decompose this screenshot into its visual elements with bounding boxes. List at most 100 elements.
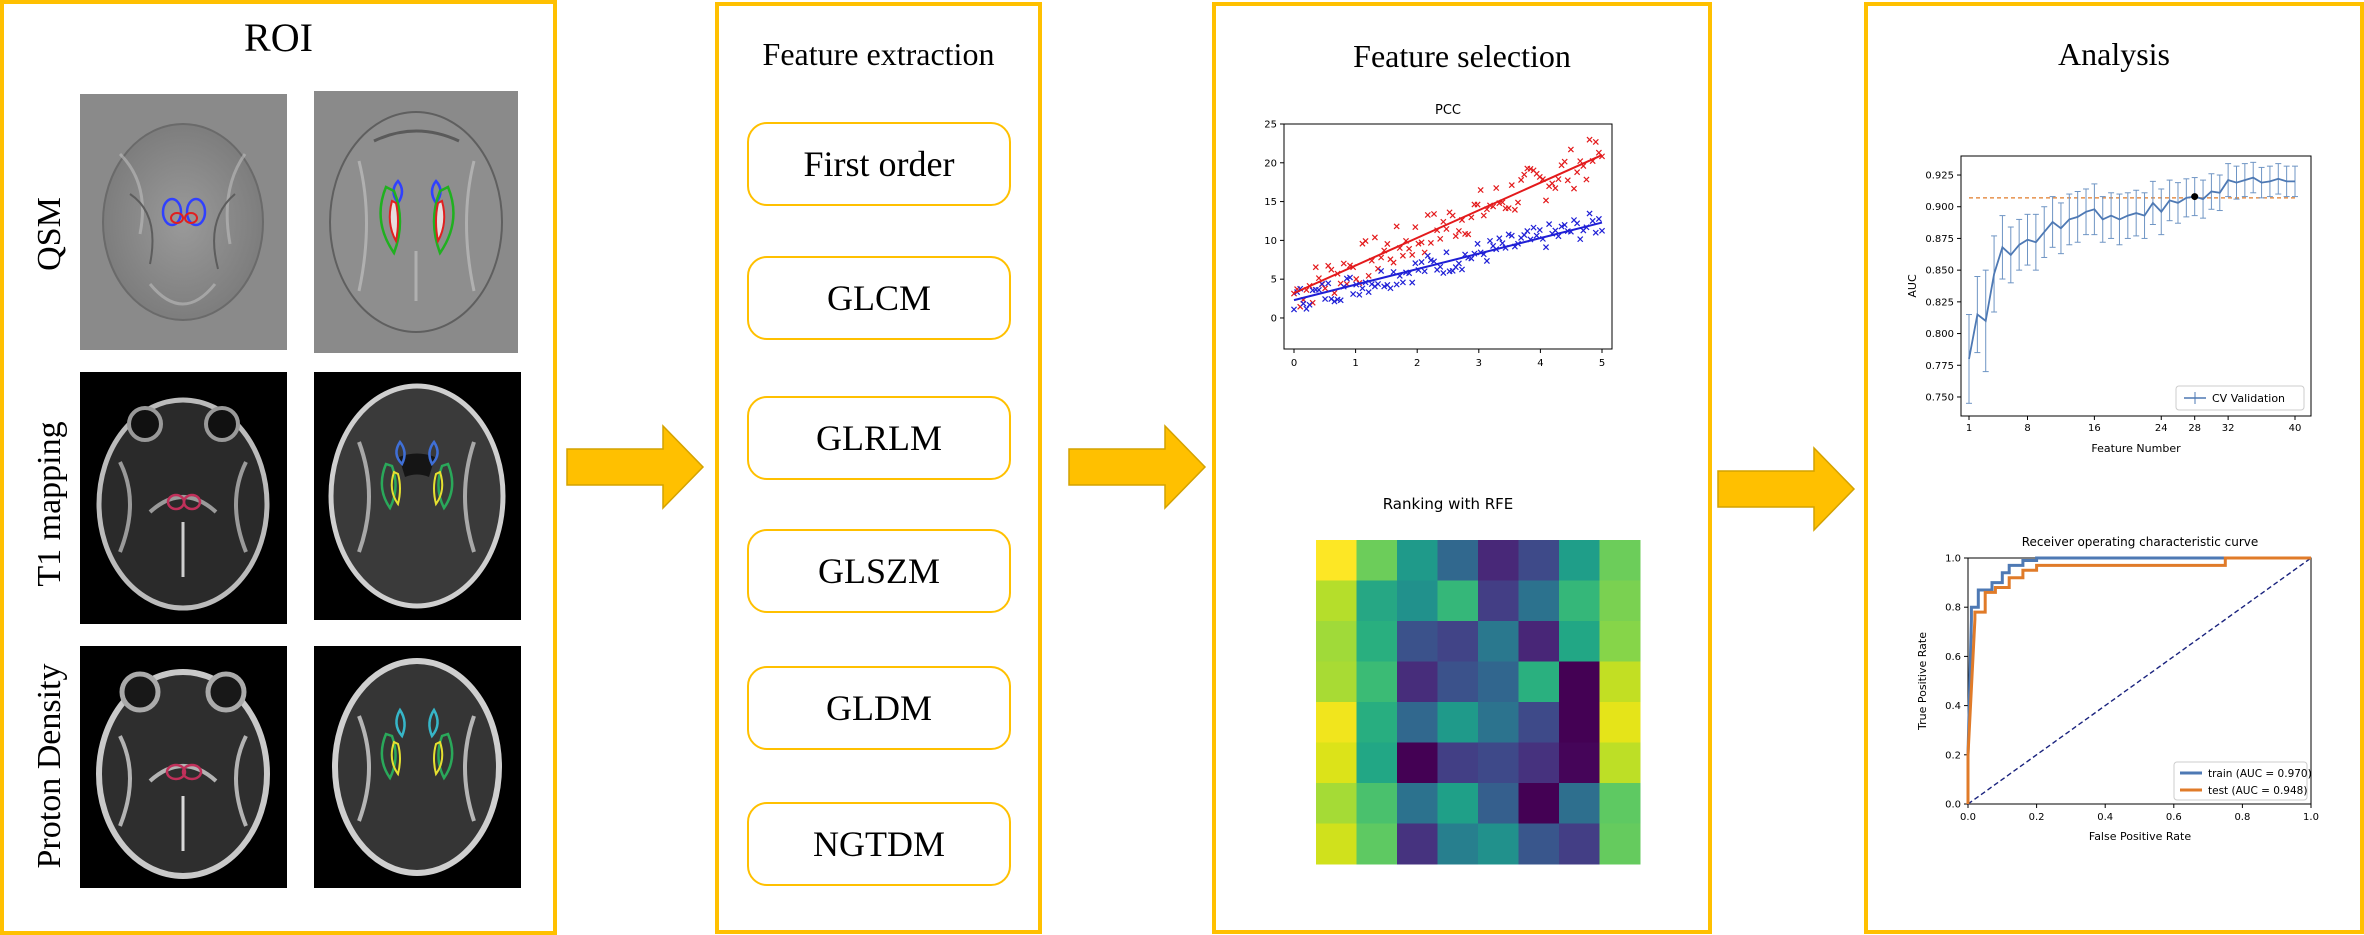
pcc-point xyxy=(1465,231,1472,238)
rfe-cell xyxy=(1478,823,1519,865)
roc-ytick-label: 0.8 xyxy=(1945,603,1961,614)
rfe-cell xyxy=(1316,702,1357,743)
rfe-cell xyxy=(1559,580,1600,622)
rfe-cell xyxy=(1316,742,1357,784)
pcc-ytick-label: 10 xyxy=(1264,236,1277,247)
pcc-point xyxy=(1309,299,1316,306)
rfe-cell xyxy=(1356,661,1398,703)
pcc-point xyxy=(1486,237,1494,244)
feature-class-ngtdm: NGTDM xyxy=(747,802,1011,886)
rfe-cell xyxy=(1599,783,1641,824)
pcc-point xyxy=(1312,264,1319,271)
pcc-point xyxy=(1427,239,1434,246)
rfe-cell xyxy=(1437,540,1479,581)
roc-xtick-label: 1.0 xyxy=(2303,812,2319,823)
pcc-point xyxy=(1530,224,1537,231)
auc-feature-number-plot: 1 8 16 24 28 32 40 0.750 0.775 0.800 0.825 0.850 0.8… xyxy=(1876,146,2336,471)
feature-class-first-order: First order xyxy=(747,122,1011,206)
rfe-cell xyxy=(1518,742,1560,784)
pcc-point xyxy=(1353,276,1360,283)
pcc-point xyxy=(1533,232,1540,239)
pcc-point xyxy=(1443,249,1450,256)
rfe-cell xyxy=(1559,823,1600,865)
pcc-point xyxy=(1371,234,1378,241)
pcc-point xyxy=(1586,210,1593,217)
rfe-cell xyxy=(1397,661,1438,703)
rfe-title: Ranking with RFE xyxy=(1383,495,1514,513)
pcc-point xyxy=(1306,301,1313,308)
auc-xtick-label: 8 xyxy=(2024,423,2030,434)
pcc-scatter-plot: PCC 0 1 2 3 4 5 0 5 10 15 20 25 xyxy=(1236,92,1686,467)
roc-xtick-label: 0.0 xyxy=(1960,812,1976,823)
pcc-xtick-label: 5 xyxy=(1599,358,1605,369)
pcc-point xyxy=(1574,169,1581,176)
qsm-image-midbrain xyxy=(80,94,287,350)
pcc-point xyxy=(1505,205,1512,212)
rfe-cell xyxy=(1559,621,1600,662)
pcc-point xyxy=(1449,212,1456,219)
pcc-point xyxy=(1328,266,1335,273)
pcc-point xyxy=(1437,263,1444,270)
auc-ytick-label: 0.850 xyxy=(1925,266,1954,277)
pcc-point xyxy=(1570,185,1578,192)
pcc-point xyxy=(1406,245,1413,252)
rfe-cell xyxy=(1437,580,1479,622)
pcc-point xyxy=(1477,186,1484,194)
rfe-cell xyxy=(1518,783,1560,824)
pcc-point xyxy=(1325,280,1332,287)
rfe-cell xyxy=(1478,702,1519,743)
pcc-point xyxy=(1577,158,1584,165)
roc-curve-plot: Receiver operating characteristic curve … xyxy=(1876,526,2336,861)
pcc-point xyxy=(1315,286,1322,293)
feature-class-glszm: GLSZM xyxy=(747,529,1011,613)
pcc-point xyxy=(1595,215,1602,222)
pcc-point xyxy=(1598,227,1606,234)
pcc-point xyxy=(1362,237,1369,245)
rfe-heatmap: Ranking with RFE xyxy=(1236,490,1686,925)
rfe-cell xyxy=(1518,661,1560,703)
rfe-cell xyxy=(1559,742,1600,784)
rfe-cell xyxy=(1437,621,1479,662)
pcc-trend-line xyxy=(1293,154,1603,295)
pcc-point xyxy=(1337,297,1344,304)
auc-ylabel: AUC xyxy=(1906,274,1919,298)
roc-test-curve xyxy=(1966,556,2311,804)
rfe-cell xyxy=(1316,621,1357,662)
roc-legend-train: train (AUC = 0.970) xyxy=(2208,768,2312,780)
pcc-point xyxy=(1374,281,1382,288)
pcc-point xyxy=(1409,279,1416,286)
roc-ytick-label: 0.2 xyxy=(1945,750,1961,761)
pcc-point xyxy=(1508,182,1515,189)
pcc-point xyxy=(1412,224,1419,231)
rfe-cell xyxy=(1599,540,1641,581)
pcc-point xyxy=(1322,295,1329,303)
rfe-cell xyxy=(1599,702,1641,743)
pcc-point xyxy=(1524,228,1531,235)
pcc-point xyxy=(1499,240,1506,247)
pcc-point xyxy=(1536,227,1543,234)
pcc-point xyxy=(1561,221,1568,228)
rfe-cell xyxy=(1478,540,1519,581)
pcc-point xyxy=(1378,267,1385,274)
roi-title: ROI xyxy=(244,15,313,60)
pcc-point xyxy=(1430,210,1438,217)
auc-legend: CV Validation xyxy=(2175,385,2305,411)
rfe-cell xyxy=(1437,661,1479,703)
pcc-xtick-label: 2 xyxy=(1414,358,1420,369)
rfe-cell xyxy=(1599,823,1641,865)
qsm-image-basal-ganglia xyxy=(314,91,518,353)
feature-extraction-panel: Feature extraction First order GLCM GLRL… xyxy=(715,2,1042,934)
t1-image-midbrain xyxy=(80,372,287,624)
pcc-point xyxy=(1514,199,1522,206)
pcc-point xyxy=(1508,232,1515,239)
pcc-xtick-label: 4 xyxy=(1537,358,1543,369)
pcc-point xyxy=(1346,274,1354,281)
pcc-point xyxy=(1589,217,1596,224)
pcc-point xyxy=(1340,260,1347,267)
auc-ytick-label: 0.750 xyxy=(1925,392,1954,403)
pcc-ytick-label: 5 xyxy=(1271,275,1277,286)
pcc-point xyxy=(1474,240,1481,247)
rfe-cell xyxy=(1599,580,1641,622)
rfe-cell xyxy=(1478,580,1519,622)
pcc-trend-line xyxy=(1293,221,1603,302)
